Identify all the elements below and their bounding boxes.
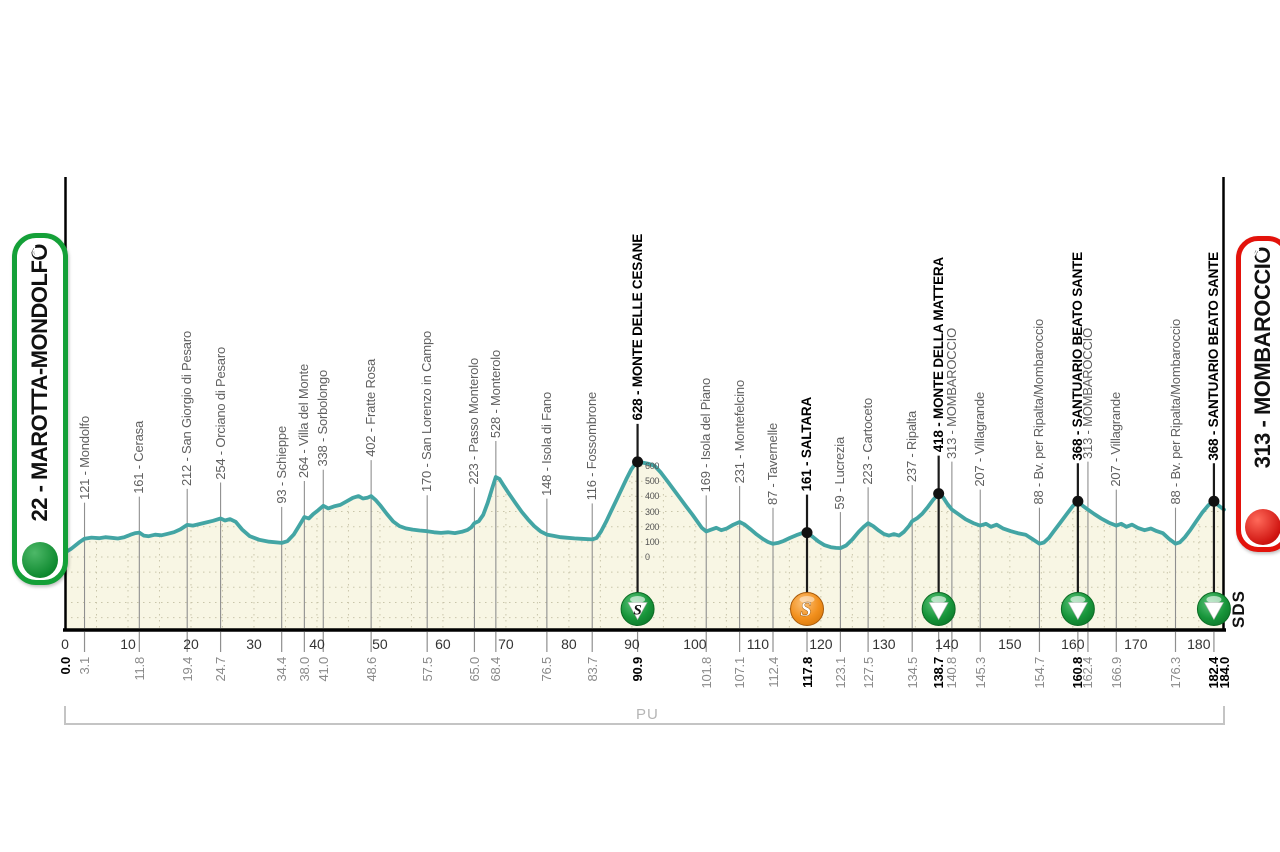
- svg-text:S: S: [800, 597, 812, 621]
- elevation-line: [63, 459, 1226, 555]
- summit-dot: [632, 456, 644, 468]
- kom-marker: [1196, 592, 1231, 626]
- summit-dot: [933, 488, 945, 500]
- kom-marker: [921, 592, 956, 626]
- kom-s-marker: S: [620, 592, 655, 626]
- kom-marker: [1060, 592, 1095, 626]
- summit-dot: [801, 527, 813, 539]
- sprint-marker: S: [790, 592, 825, 626]
- province-bracket: [64, 706, 1225, 725]
- elevation-area: [65, 461, 1224, 630]
- summit-dot: [1072, 495, 1084, 507]
- svg-text:S: S: [633, 603, 641, 619]
- summit-dot: [1208, 495, 1220, 507]
